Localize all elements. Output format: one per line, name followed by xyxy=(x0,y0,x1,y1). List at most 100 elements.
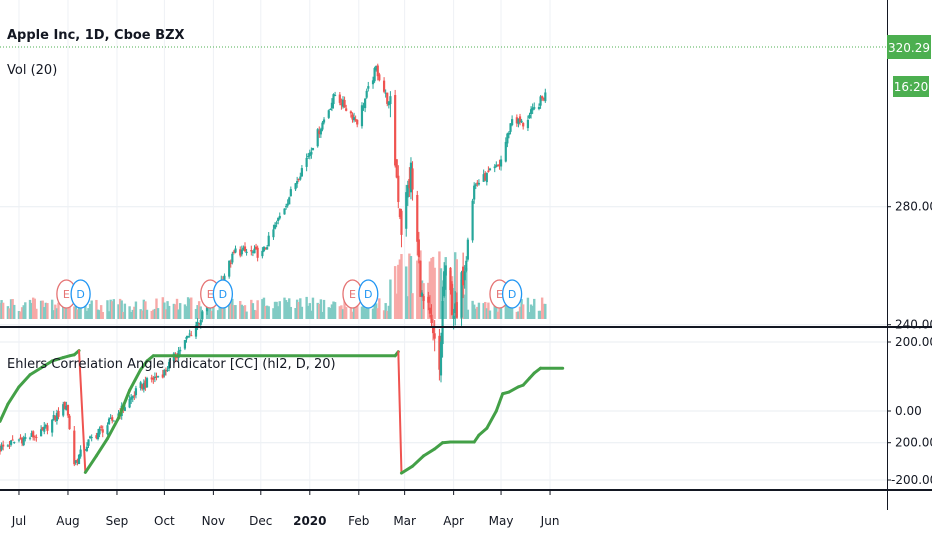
dividend-marker[interactable]: D xyxy=(70,279,91,309)
time-tick-label: Dec xyxy=(249,514,272,528)
volume-bar xyxy=(79,306,82,319)
volume-bar xyxy=(133,306,136,319)
candle-body xyxy=(266,247,269,250)
candle-body xyxy=(145,378,149,388)
candle-body xyxy=(465,260,468,271)
volume-bar xyxy=(256,300,259,319)
volume-bar xyxy=(299,298,302,319)
candle-body xyxy=(427,296,430,303)
dividend-marker[interactable]: D xyxy=(501,279,523,309)
volume-bar xyxy=(227,302,231,319)
volume-bar xyxy=(142,299,146,319)
volume-legend[interactable]: Vol (20) xyxy=(7,63,57,78)
candle-body xyxy=(52,415,55,421)
candle-body xyxy=(286,203,289,206)
volume-bar xyxy=(0,300,3,319)
volume-bar xyxy=(275,301,278,319)
candle-body xyxy=(128,398,131,408)
volume-bar xyxy=(163,302,166,319)
candle-body xyxy=(28,437,32,439)
volume-bar xyxy=(46,303,49,319)
volume-bar xyxy=(318,303,321,319)
indicator-axis[interactable]: 200.00 0.00 -200.00 xyxy=(887,335,932,487)
volume-bar xyxy=(243,305,247,319)
candle-body xyxy=(179,349,182,352)
candle-body xyxy=(460,272,463,318)
volume-bar xyxy=(107,311,111,319)
volume-bar xyxy=(311,297,315,319)
volume-bar xyxy=(231,298,234,319)
candle-body xyxy=(68,415,71,430)
candle-body xyxy=(13,441,16,443)
volume-bar xyxy=(50,299,54,319)
volume-bar xyxy=(382,310,386,319)
indicator-segment xyxy=(6,385,21,406)
candle-body xyxy=(144,380,147,388)
candle-body xyxy=(19,437,22,440)
candle-body xyxy=(62,404,65,416)
volume-bar xyxy=(41,300,44,319)
candle-body xyxy=(406,185,409,198)
volume-bar xyxy=(352,300,356,319)
candle-body xyxy=(153,376,156,378)
symbol-title[interactable]: Apple Inc, 1D, Cboe BZX xyxy=(7,28,185,43)
volume-bar xyxy=(378,298,381,319)
candle-body xyxy=(365,90,368,98)
time-axis[interactable]: Jul Aug Sep Oct Nov Dec 2020 Feb Mar Apr May Jun xyxy=(11,491,560,528)
volume-bar xyxy=(341,309,345,319)
pane-frame xyxy=(0,0,932,510)
volume-bar xyxy=(398,259,402,319)
candle-body xyxy=(533,107,536,109)
candle-body xyxy=(498,164,501,167)
volume-bar xyxy=(98,310,101,319)
indicator-segment xyxy=(78,349,87,474)
candle-body xyxy=(57,410,60,417)
candle-body xyxy=(156,376,160,378)
volume-bar xyxy=(13,304,16,319)
volume-bar xyxy=(351,311,354,319)
indicator-legend[interactable]: Ehlers Correlation Angle Indicator [CC] … xyxy=(7,357,336,372)
candle-body xyxy=(387,101,390,106)
candle-body xyxy=(311,148,315,150)
time-tick-label: Jun xyxy=(540,514,560,528)
volume-bar xyxy=(540,297,544,319)
last-price-badge: 320.29 xyxy=(887,35,931,59)
candle-body xyxy=(319,129,322,135)
volume-bar xyxy=(537,310,541,319)
candle-body xyxy=(141,384,144,390)
time-tick-label: Oct xyxy=(154,514,175,528)
volume-bar xyxy=(167,305,171,319)
dividend-marker[interactable]: D xyxy=(358,279,379,309)
volume-bar xyxy=(245,311,248,319)
volume-bar xyxy=(289,306,293,319)
dividend-marker[interactable]: D xyxy=(212,279,234,309)
candle-body xyxy=(109,418,112,420)
volume-bar xyxy=(322,299,326,319)
earnings-marker[interactable]: E xyxy=(342,279,363,309)
candle-body xyxy=(477,183,481,185)
volume-bar xyxy=(488,310,492,319)
time-tick-label: Aug xyxy=(56,514,79,528)
candle-body xyxy=(175,357,179,359)
candle-body xyxy=(349,111,352,114)
indicator-segment xyxy=(521,376,532,387)
candle-body xyxy=(522,122,525,127)
candle-body xyxy=(455,302,458,318)
candle-body xyxy=(476,182,479,185)
volume-bar xyxy=(220,302,223,319)
volume-bar xyxy=(128,306,131,319)
candle-body xyxy=(394,95,397,166)
volume-bar xyxy=(515,311,519,319)
volume-bar xyxy=(11,299,14,319)
candle-body xyxy=(35,436,38,438)
volume-bar xyxy=(466,309,470,319)
candle-body xyxy=(454,303,457,314)
volume-bar xyxy=(174,304,177,319)
candle-body xyxy=(397,175,400,202)
indicator-segment xyxy=(399,464,415,475)
volume-bar xyxy=(177,309,180,319)
volume-bar xyxy=(428,261,432,319)
volume-bar xyxy=(101,312,104,319)
price-axis[interactable]: 280.00 240.00 200.00 xyxy=(887,200,932,450)
